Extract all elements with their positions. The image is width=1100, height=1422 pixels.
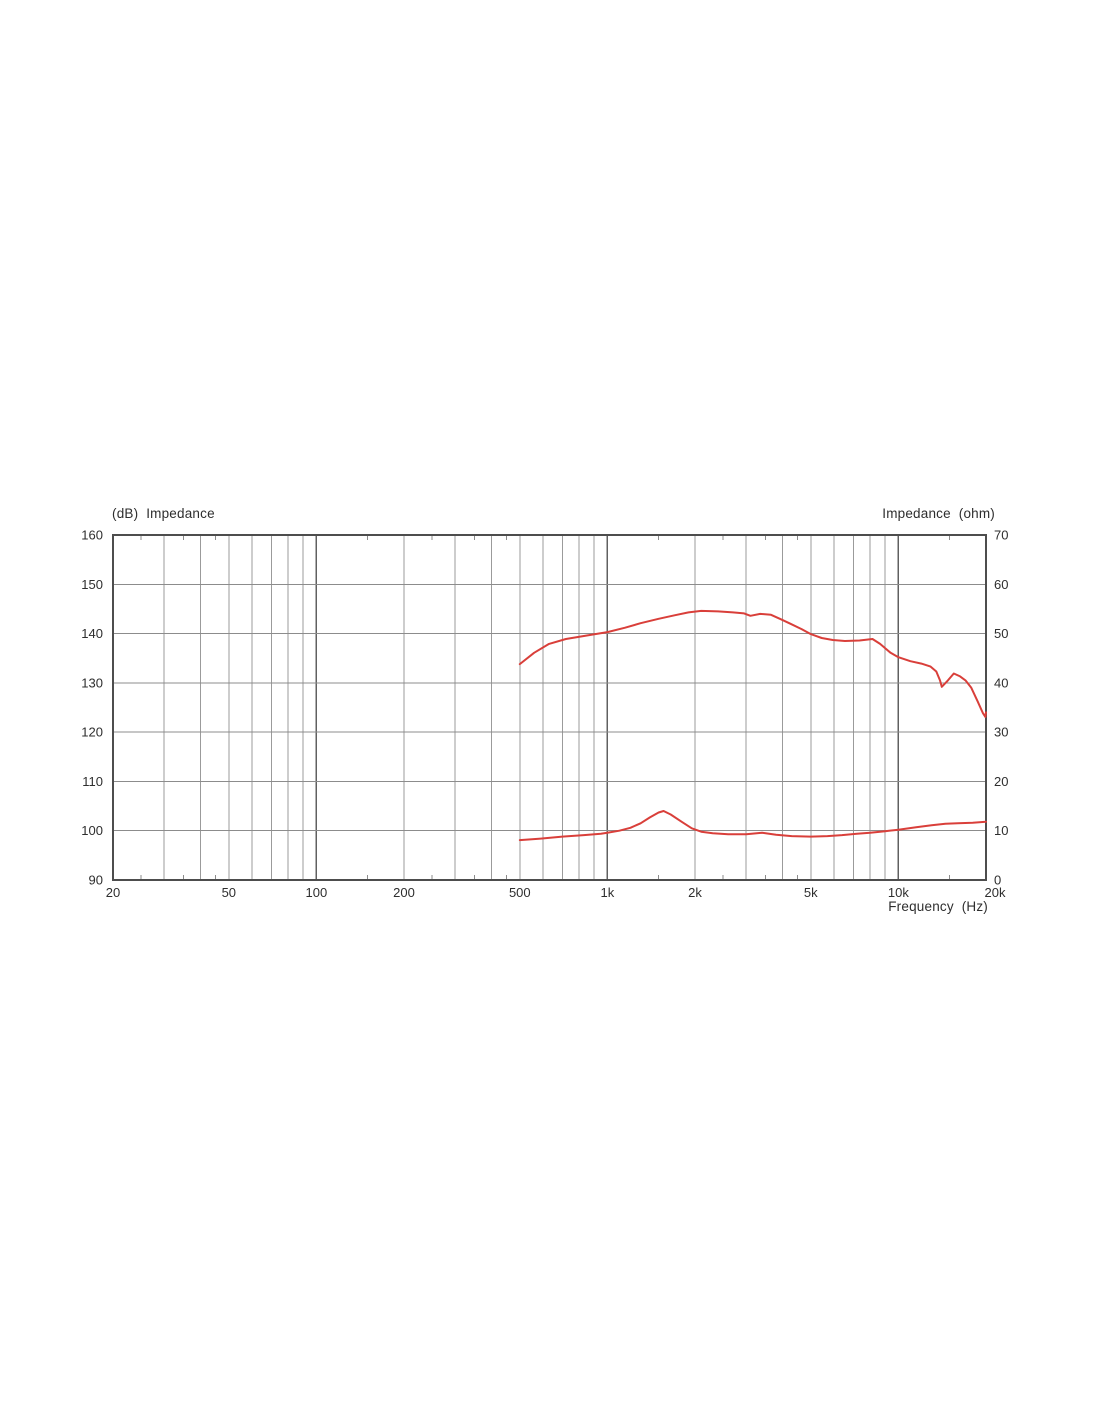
y-right-tick-label: 0 [994,873,1001,888]
y-left-tick-label: 140 [81,626,103,641]
y-right-tick-label: 70 [994,528,1008,543]
x-axis-title: Frequency (Hz) [888,899,988,914]
y-left-tick-label: 160 [81,528,103,543]
plot-border [112,534,987,881]
x-tick-label: 20 [106,885,120,900]
spl-curve [518,609,987,718]
y-left-tick-label: 110 [82,774,103,789]
y-right-tick-label: 30 [994,725,1008,740]
x-tick-label: 500 [509,885,531,900]
y-right-tick-label: 20 [994,774,1008,789]
impedance-curve [518,810,987,842]
x-tick-label: 200 [393,885,415,900]
y-left-tick-label: 100 [81,823,103,838]
x-tick-label: 1k [601,885,615,900]
x-tick-label: 50 [222,885,236,900]
x-tick-label: 20k [985,885,1006,900]
right-axis-title: Impedance (ohm) [882,506,995,521]
y-left-tick-label: 130 [81,675,103,690]
y-right-tick-label: 40 [994,675,1008,690]
x-tick-label: 10k [888,885,909,900]
x-tick-label: 100 [306,885,328,900]
left-axis-title: (dB) Impedance [112,506,215,521]
y-right-tick-label: 10 [994,823,1008,838]
y-left-tick-label: 90 [89,873,103,888]
y-left-tick-label: 120 [81,725,103,740]
x-tick-label: 5k [804,885,818,900]
y-right-tick-label: 60 [994,577,1008,592]
x-tick-label: 2k [688,885,702,900]
y-right-tick-label: 50 [994,626,1008,641]
y-left-tick-label: 150 [81,577,103,592]
